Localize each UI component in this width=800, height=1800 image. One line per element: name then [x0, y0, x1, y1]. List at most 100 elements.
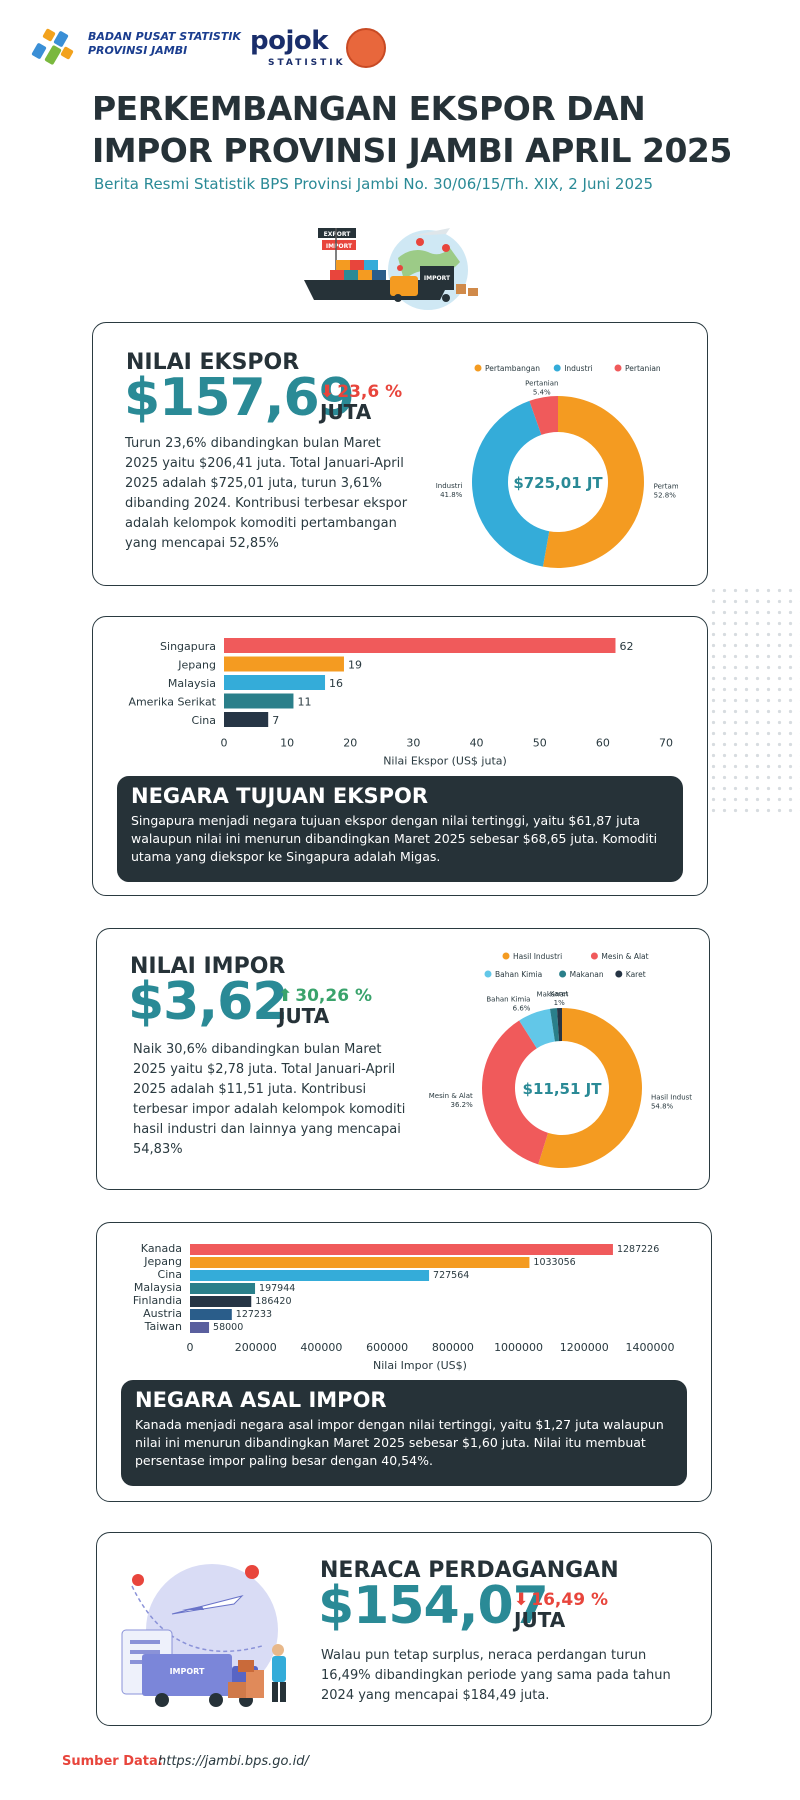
- legend-label: Pertanian: [625, 364, 661, 373]
- bar-value-label: 186420: [255, 1296, 291, 1307]
- slice-category: Bahan Kimia: [486, 996, 530, 1004]
- donut-slice: [482, 1020, 549, 1165]
- x-tick-label: 1200000: [560, 1341, 609, 1354]
- slice-category: Pertanian: [525, 379, 558, 387]
- x-axis-label: Nilai Impor (US$): [373, 1359, 467, 1372]
- legend-swatch: [559, 970, 567, 978]
- bar-category-label: Finlandia: [133, 1294, 182, 1307]
- bar-category-label: Singapura: [160, 640, 216, 653]
- impor-unit: JUTA: [278, 1004, 330, 1028]
- x-tick-label: 0: [187, 1341, 194, 1354]
- neraca-illustration: IMPORT: [121, 1564, 286, 1707]
- neraca-unit: JUTA: [514, 1608, 566, 1632]
- legend-label: Bahan Kimia: [495, 970, 542, 979]
- legend-item: Pertanian: [614, 364, 661, 373]
- bar-value-label: 11: [297, 696, 311, 709]
- slice-category: Pertambangan: [654, 482, 678, 490]
- bps-logo: [31, 28, 74, 65]
- tujuan-ekspor-text: Singapura menjadi negara tujuan ekspor d…: [131, 813, 658, 864]
- bar: [190, 1270, 430, 1281]
- title-line2: IMPOR PROVINSI JAMBI APRIL 2025: [92, 131, 732, 170]
- donut-slice: [529, 396, 558, 435]
- bar-category-label: Kanada: [141, 1242, 182, 1255]
- legend-label: Makanan: [570, 970, 604, 979]
- slice-label: Makanan: [537, 991, 569, 999]
- bar-value-label: 197944: [259, 1283, 295, 1294]
- source-link[interactable]: https://jambi.bps.go.id/: [158, 1754, 309, 1769]
- donut-slice: [538, 1008, 642, 1168]
- legend-item: Mesin & Alat: [590, 952, 649, 961]
- donut-slice: [542, 396, 645, 568]
- legend-swatch: [553, 364, 561, 372]
- bps-org-name: BADAN PUSAT STATISTIK PROVINSI JAMBI: [88, 30, 241, 58]
- bar: [190, 1309, 232, 1320]
- neraca-value: $154,07: [318, 1576, 549, 1636]
- donut-center-label: $725,01 JT: [513, 474, 603, 492]
- pojok-logo: pojok: [250, 26, 329, 56]
- bar-category-label: Taiwan: [144, 1320, 182, 1333]
- org-line1: BADAN PUSAT STATISTIK: [88, 30, 241, 43]
- arrow-down-icon: ⬇: [514, 1590, 529, 1610]
- svg-text:IMPORT: IMPORT: [326, 243, 353, 250]
- bar-value-label: 127233: [236, 1309, 272, 1320]
- emblem-icon: [346, 28, 386, 68]
- arrow-up-icon: ⬆: [278, 986, 293, 1006]
- slice-category: Hasil Industri: [651, 1094, 692, 1102]
- bar: [224, 675, 326, 690]
- bar: [190, 1322, 210, 1333]
- bar-category-label: Cina: [158, 1268, 182, 1281]
- ekspor-change: ⬇ 23,6 %: [320, 382, 402, 402]
- tujuan-ekspor-heading: NEGARA TUJUAN EKSPOR: [131, 784, 429, 808]
- slice-percent: 54.8%: [651, 1103, 674, 1111]
- page-title: PERKEMBANGAN EKSPOR DAN IMPOR PROVINSI J…: [92, 88, 732, 172]
- x-tick-label: 600000: [366, 1341, 408, 1354]
- donut-slice: [519, 1008, 555, 1049]
- legend-swatch: [484, 970, 492, 978]
- bar-category-label: Amerika Serikat: [128, 696, 216, 709]
- impor-label: NILAI IMPOR: [130, 954, 286, 979]
- bar: [190, 1296, 252, 1307]
- bar-category-label: Austria: [143, 1307, 182, 1320]
- bar-value-label: 7: [272, 714, 279, 727]
- page-subtitle: Berita Resmi Statistik BPS Provinsi Jamb…: [94, 175, 654, 193]
- dot-pattern: [708, 585, 800, 815]
- arrow-down-icon: ⬇: [320, 382, 335, 402]
- title-line1: PERKEMBANGAN EKSPOR DAN: [92, 89, 646, 128]
- ekspor-unit: JUTA: [320, 400, 372, 424]
- impor-donut-chart: Hasil Industri Mesin & Alat Bahan Kimia Mak…: [429, 952, 692, 1168]
- donut-slice: [556, 1008, 562, 1042]
- slice-percent: 5.4%: [533, 388, 551, 396]
- ekspor-donut-chart: Pertambangan Industri Pertanian Pertambanga…: [436, 364, 678, 568]
- ekspor-bar-chart: Singapura 62 Jepang 19 Malaysia 16 Amerika Ser…: [128, 638, 673, 768]
- slice-percent: 6.6%: [513, 1005, 531, 1013]
- impor-change-value: 30,26 %: [295, 986, 372, 1006]
- x-tick-label: 10: [280, 737, 294, 750]
- bar: [224, 656, 344, 672]
- trade-illustration: EXPORT IMPORT IMPORT: [304, 228, 478, 310]
- legend-label: Pertambangan: [485, 364, 540, 373]
- bar-value-label: 727564: [433, 1270, 469, 1281]
- slice-percent: 36.2%: [451, 1101, 474, 1109]
- slice-percent: 52.8%: [654, 491, 677, 499]
- impor-description: Naik 30,6% dibandingkan bulan Maret 2025…: [133, 1042, 406, 1157]
- legend-label: Karet: [626, 970, 646, 979]
- asal-impor-heading: NEGARA ASAL IMPOR: [135, 1388, 387, 1412]
- legend-item: Industri: [553, 364, 593, 373]
- bar: [224, 638, 616, 653]
- x-tick-label: 200000: [235, 1341, 277, 1354]
- slice-percent: 41.8%: [440, 491, 463, 499]
- source-label: Sumber Data:: [62, 1754, 163, 1769]
- slice-percent: 1%: [554, 999, 565, 1007]
- svg-text:EXPORT: EXPORT: [324, 231, 352, 238]
- legend-label: Hasil Industri: [513, 952, 562, 961]
- bar-category-label: Jepang: [177, 659, 216, 672]
- bar-value-label: 19: [348, 659, 362, 672]
- legend-swatch: [615, 970, 623, 978]
- slice-category: Makanan: [537, 991, 569, 999]
- ekspor-value: $157,69: [124, 368, 355, 428]
- bar: [224, 693, 294, 709]
- legend-item: Pertambangan: [474, 364, 540, 373]
- x-tick-label: 1400000: [626, 1341, 675, 1354]
